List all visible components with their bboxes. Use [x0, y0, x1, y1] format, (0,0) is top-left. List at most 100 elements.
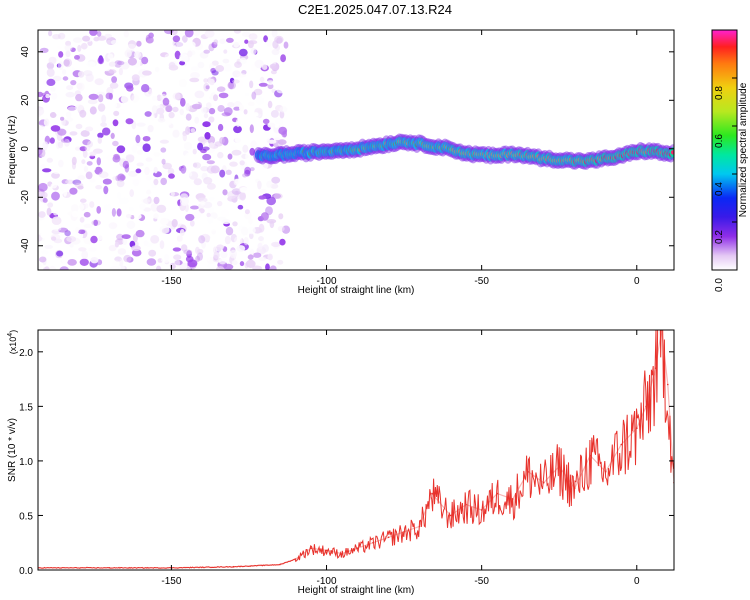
noise-speckle [51, 191, 60, 201]
noise-speckle [74, 55, 80, 60]
noise-speckle [56, 250, 64, 257]
noise-speckle [103, 185, 109, 195]
noise-speckle [53, 148, 61, 156]
noise-speckle [86, 61, 96, 68]
noise-speckle [119, 174, 126, 181]
noise-speckle [78, 233, 84, 239]
noise-speckle [204, 30, 215, 38]
noise-speckle [128, 170, 138, 177]
noise-speckle [203, 78, 209, 83]
noise-speckle [139, 203, 146, 210]
noise-speckle [233, 41, 240, 48]
noise-speckle [82, 149, 88, 158]
noise-speckle [226, 37, 234, 43]
noise-speckle [110, 40, 118, 45]
noise-speckle [262, 64, 268, 70]
noise-speckle [267, 253, 273, 261]
noise-speckle [222, 58, 230, 64]
noise-speckle [266, 39, 272, 47]
noise-speckle [238, 48, 248, 57]
noise-speckle [48, 265, 57, 270]
noise-speckle [65, 111, 72, 119]
noise-speckle [161, 257, 171, 263]
noise-speckle [57, 32, 66, 40]
snr-data-point [449, 514, 452, 517]
heatmap-y-tick-label: 20 [20, 94, 31, 106]
noise-speckle [116, 192, 122, 200]
noise-speckle [117, 248, 127, 255]
noise-speckle [225, 169, 232, 175]
noise-speckle [105, 92, 113, 100]
noise-speckle [168, 64, 179, 71]
noise-speckle [150, 235, 160, 244]
noise-speckle [172, 35, 181, 43]
noise-speckle [189, 77, 200, 83]
heatmap-y-axis-label: Frequency (Hz) [7, 116, 18, 185]
noise-speckle [197, 142, 204, 151]
noise-speckle [117, 119, 125, 127]
noise-speckle [40, 250, 49, 255]
noise-speckle [71, 210, 79, 218]
noise-speckle [38, 263, 42, 269]
noise-speckle [265, 263, 270, 270]
colorbar-tick-label: 0.0 [714, 278, 725, 292]
snr-data-point [465, 503, 467, 506]
noise-speckle [154, 66, 160, 73]
noise-speckle [262, 244, 269, 253]
noise-speckle [171, 219, 178, 228]
snr-y-tick-label: 2.0 [19, 348, 33, 359]
noise-speckle [180, 167, 189, 174]
noise-speckle [126, 43, 136, 50]
noise-speckle [267, 100, 273, 109]
noise-speckle [270, 173, 276, 179]
noise-speckle [160, 177, 167, 186]
noise-speckle [211, 229, 216, 235]
noise-speckle [271, 241, 281, 248]
noise-speckle [67, 106, 77, 112]
noise-speckle [50, 92, 58, 100]
noise-speckle [154, 46, 163, 54]
noise-speckle [182, 132, 187, 142]
heatmap-y-tick-label: 40 [20, 46, 31, 58]
noise-speckle [106, 39, 111, 45]
noise-speckle [220, 209, 230, 217]
noise-speckle [54, 107, 65, 116]
heatmap-x-axis-label: Height of straight line (km) [298, 285, 415, 296]
noise-speckle [109, 82, 119, 89]
noise-speckle [56, 63, 62, 68]
noise-speckle [152, 95, 158, 101]
noise-speckle [38, 211, 46, 218]
noise-speckle [110, 132, 115, 139]
noise-speckle [138, 30, 147, 39]
noise-speckle [170, 191, 175, 197]
noise-speckle [98, 171, 109, 178]
noise-speckle [96, 206, 101, 214]
snr-x-tick-label: -150 [161, 576, 181, 587]
noise-speckle [208, 107, 216, 115]
heatmap-panel: -150 -100 -50 0 -40 -20 0 20 40 Height of strai… [7, 29, 675, 296]
noise-speckle [151, 105, 158, 114]
snr-data-point [620, 443, 623, 446]
snr-panel: -150 -100 -50 0 0.0 0.5 1.0 1.5 2.0 Height of s… [7, 329, 675, 596]
noise-speckle [180, 197, 189, 206]
snr-x-tick-label: 0 [634, 576, 640, 587]
noise-speckle [164, 30, 174, 35]
noise-speckle [203, 49, 210, 54]
noise-speckle [79, 216, 85, 223]
noise-speckle [184, 152, 194, 161]
noise-speckle [94, 166, 103, 175]
noise-speckle [207, 262, 216, 270]
noise-speckle [62, 76, 69, 81]
colorbar-tick-label: 0.8 [714, 86, 725, 100]
noise-speckle [143, 45, 149, 53]
noise-speckle [258, 223, 265, 233]
noise-speckle [233, 178, 239, 186]
noise-speckle [74, 104, 84, 111]
noise-speckle [201, 240, 207, 249]
noise-speckle [72, 179, 82, 186]
noise-speckle [111, 260, 121, 267]
noise-speckle [93, 219, 98, 226]
noise-speckle [102, 127, 111, 136]
noise-speckle [223, 49, 228, 54]
snr-data-point [573, 487, 576, 490]
